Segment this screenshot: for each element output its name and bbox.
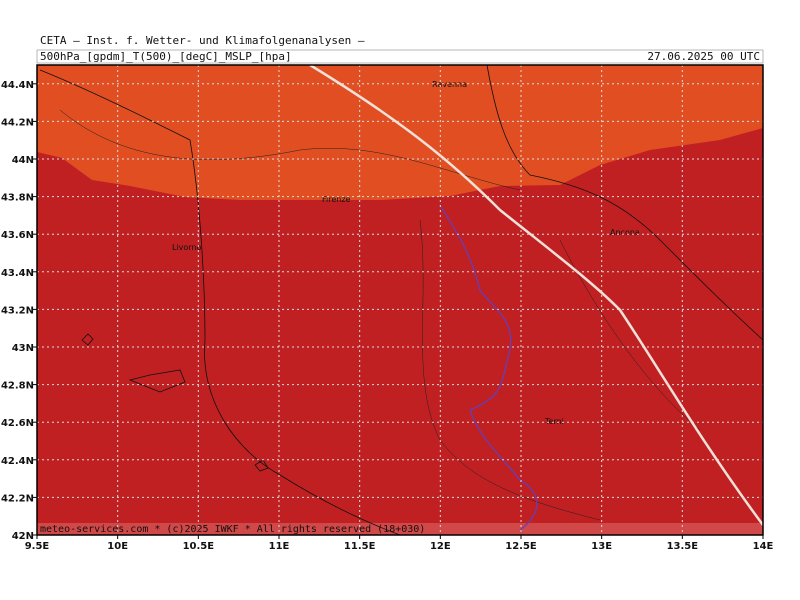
islands (81, 333, 269, 472)
x-tick-label: 11.5E (344, 541, 376, 552)
x-tick-label: 14E (753, 541, 774, 552)
city-label: Ancona (610, 228, 640, 237)
header-valid: 27.06.2025 00 UTC (647, 50, 760, 63)
isotherm (439, 204, 538, 531)
y-tick-label: 44.2N (1, 117, 34, 128)
city-label: Terni (544, 417, 564, 426)
map: Ravenna Firenze Ancona Livorno Terni met… (36, 63, 765, 536)
y-tick-label: 42.6N (1, 418, 34, 429)
y-tick-label: 44.4N (1, 80, 34, 91)
footer-strip (37, 523, 763, 535)
y-tick-label: 42.8N (1, 381, 34, 392)
y-tick-label: 44N (12, 155, 34, 166)
y-tick-label: 43N (12, 343, 34, 354)
city-label: Ravenna (432, 80, 467, 89)
footer: meteo-services.com * (c)2025 IWKF * All … (40, 524, 425, 535)
y-tick-label: 43.6N (1, 230, 34, 241)
y-tick-label: 43.2N (1, 305, 34, 316)
x-tick-label: 13.5E (667, 541, 699, 552)
city-label: Firenze (322, 195, 351, 204)
y-tick-label: 42N (12, 531, 34, 542)
temp-band (37, 65, 763, 200)
y-tick-label: 43.8N (1, 193, 34, 204)
y-tick-label: 42.2N (1, 493, 34, 504)
city-label: Livorno (172, 243, 202, 252)
map-frame (36, 64, 764, 536)
x-tick-label: 12E (430, 541, 451, 552)
header-bar (36, 49, 764, 64)
x-tick-label: 10.5E (183, 541, 215, 552)
x-tick-label: 12.5E (505, 541, 537, 552)
header-product: 500hPa_[gpdm]_T(500)_[degC]_MSLP_[hpa] (40, 50, 292, 63)
borders (59, 109, 701, 521)
header-title: CETA — Inst. f. Wetter- und Klimafolgena… (40, 34, 365, 47)
x-tick-label: 9.5E (25, 541, 50, 552)
y-tick-label: 43.4N (1, 268, 34, 279)
x-tick-label: 13E (591, 541, 612, 552)
temp-band-upper (37, 65, 763, 100)
x-tick-label: 11E (269, 541, 290, 552)
x-tick-label: 10E (107, 541, 128, 552)
y-tick-label: 42.4N (1, 456, 34, 467)
isobar (309, 63, 765, 526)
